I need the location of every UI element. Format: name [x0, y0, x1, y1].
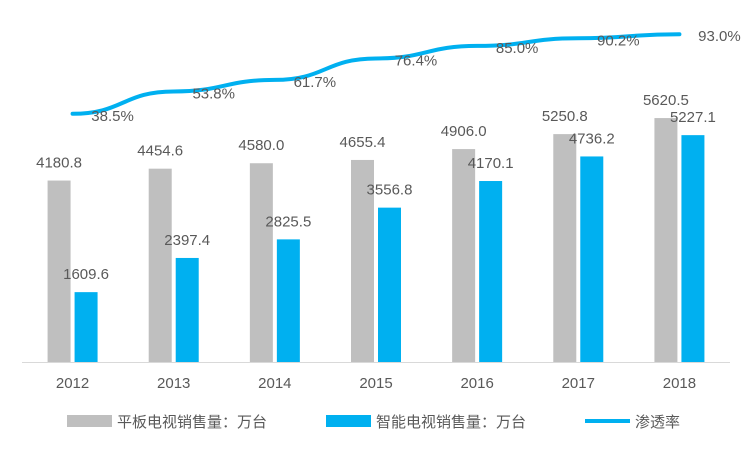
label-flat-tv-2012: 4180.8	[36, 155, 82, 172]
bar-flat-tv-2012	[47, 180, 71, 362]
legend-swatch-flat-tv	[67, 415, 112, 427]
label-smart-tv-2018: 5227.1	[670, 109, 716, 126]
label-flat-tv-2013: 4454.6	[137, 143, 183, 160]
label-penetration-2012: 38.5%	[91, 108, 134, 125]
legend-label-smart-tv: 智能电视销售量：万台	[376, 413, 526, 431]
label-penetration-2017: 90.2%	[597, 32, 640, 49]
bar-smart-tv-2017	[580, 156, 604, 362]
x-tick-2015: 2015	[359, 375, 392, 392]
x-tick-2018: 2018	[663, 375, 696, 392]
bar-smart-tv-2014	[276, 239, 300, 362]
x-tick-2013: 2013	[157, 375, 190, 392]
legend-label-flat-tv: 平板电视销售量：万台	[117, 413, 267, 431]
x-tick-2017: 2017	[562, 375, 595, 392]
label-smart-tv-2012: 1609.6	[63, 266, 109, 283]
label-penetration-2016: 85.0%	[496, 40, 539, 57]
bar-smart-tv-2012	[74, 292, 98, 362]
label-penetration-2015: 76.4%	[395, 52, 438, 69]
label-flat-tv-2017: 5250.8	[542, 108, 588, 125]
label-flat-tv-2018: 5620.5	[643, 92, 689, 109]
bar-flat-tv-2013	[148, 168, 172, 362]
x-tick-2014: 2014	[258, 375, 291, 392]
label-smart-tv-2017: 4736.2	[569, 130, 615, 147]
bar-smart-tv-2013	[175, 257, 199, 362]
bar-smart-tv-2016	[479, 181, 503, 362]
penetration-line	[70, 32, 682, 116]
bar-flat-tv-2015	[351, 159, 374, 362]
bar-flat-tv-2014	[249, 163, 273, 362]
label-smart-tv-2015: 3556.8	[367, 182, 413, 199]
label-flat-tv-2014: 4580.0	[238, 137, 284, 154]
label-smart-tv-2016: 4170.1	[468, 155, 514, 172]
label-penetration-2018: 93.0%	[698, 28, 741, 45]
label-smart-tv-2013: 2397.4	[164, 232, 210, 249]
legend-label-penetration: 渗透率	[635, 414, 680, 431]
bar-smart-tv-2015	[378, 207, 401, 362]
label-flat-tv-2016: 4906.0	[441, 123, 487, 140]
label-smart-tv-2014: 2825.5	[265, 213, 311, 230]
label-penetration-2014: 61.7%	[294, 74, 337, 91]
x-tick-2012: 2012	[56, 375, 89, 392]
label-penetration-2013: 53.8%	[192, 85, 235, 102]
bar-smart-tv-2018	[681, 135, 705, 362]
label-flat-tv-2015: 4655.4	[340, 134, 386, 151]
legend-swatch-smart-tv	[326, 415, 371, 427]
bar-flat-tv-2018	[654, 118, 678, 362]
x-tick-2016: 2016	[460, 375, 493, 392]
bar-flat-tv-2017	[553, 134, 577, 362]
bar-flat-tv-2016	[452, 149, 476, 362]
